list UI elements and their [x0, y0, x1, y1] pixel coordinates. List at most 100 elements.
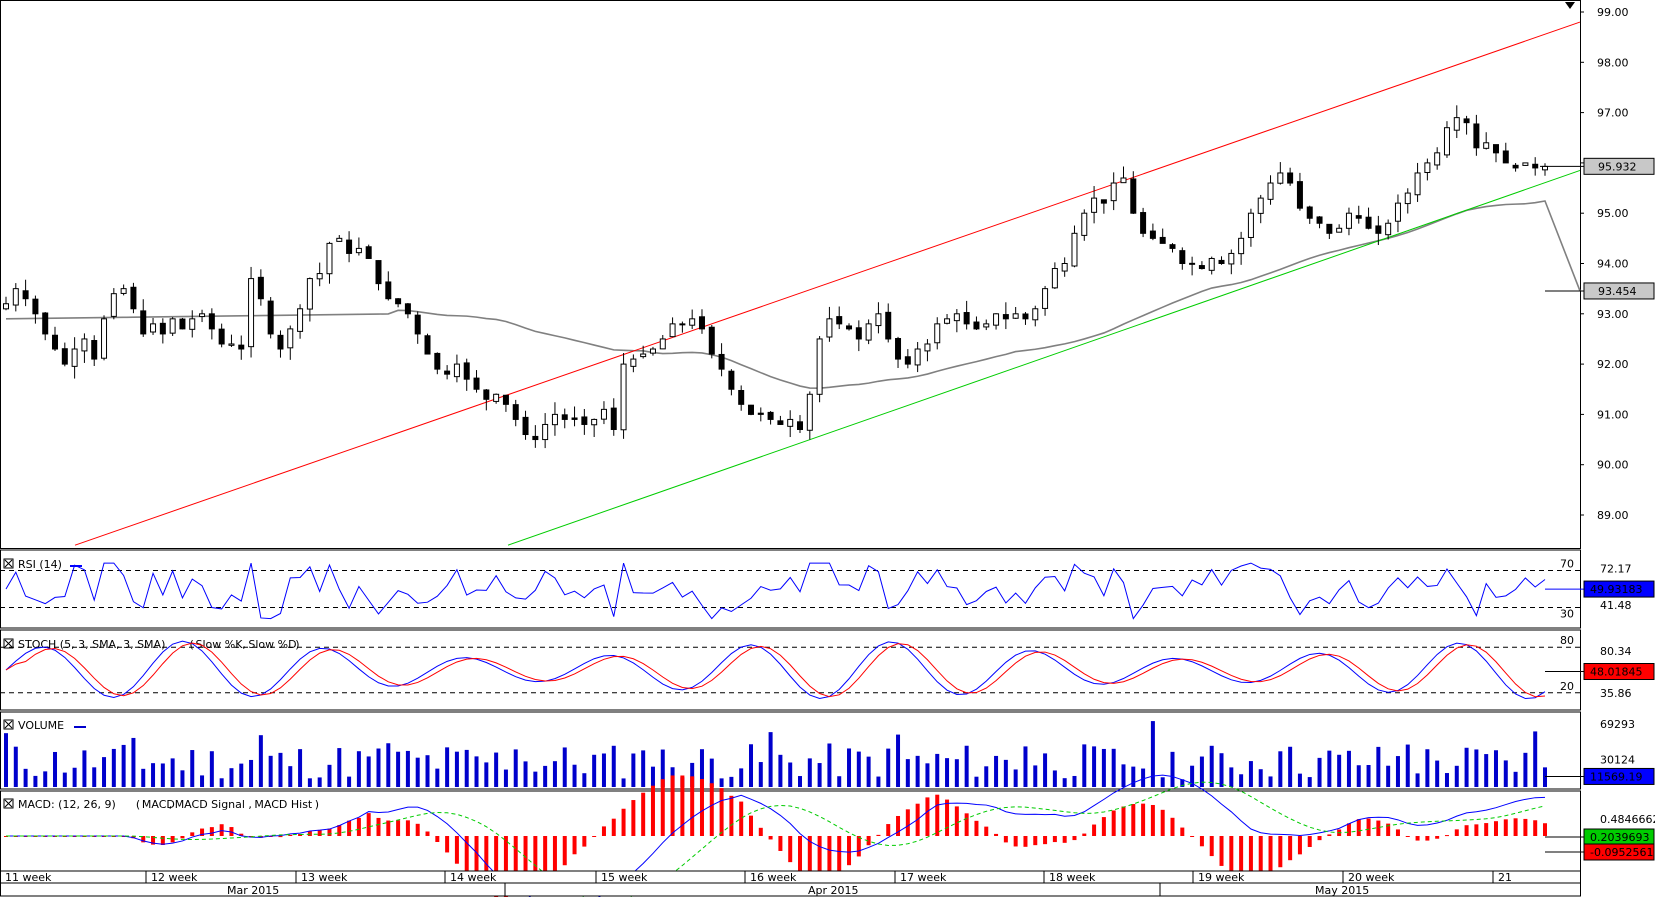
volume-bar — [1092, 746, 1097, 787]
candle-body — [326, 242, 333, 275]
trend-lines — [74, 2, 1581, 546]
candle-body — [1512, 164, 1519, 169]
macd-hist-bar — [219, 824, 224, 836]
macd-hist-bar — [1092, 824, 1097, 836]
macd-hist-bar — [1033, 836, 1038, 846]
candle-body — [1336, 227, 1343, 233]
macd-hist-bar — [1386, 823, 1391, 836]
volume-bar — [1297, 773, 1302, 787]
volume-bar — [925, 763, 930, 787]
price-axis: 99.0098.0097.0096.0095.0094.0093.0092.00… — [1580, 6, 1629, 522]
macd-hist-bar — [1454, 829, 1459, 836]
candle-body — [1414, 172, 1421, 196]
volume-bar — [1219, 753, 1224, 787]
macd-hist-bar — [748, 815, 753, 836]
volume-bar — [1425, 749, 1430, 787]
macd-hist-bar — [768, 836, 773, 840]
macd-hist-bar — [376, 817, 381, 836]
macd-hist-bar — [837, 836, 842, 873]
resistance-line — [74, 21, 1581, 546]
macd-hist-bar — [778, 836, 783, 851]
volume-bar — [1395, 756, 1400, 787]
candle-body — [718, 353, 725, 370]
macd-hist-bar — [1258, 836, 1263, 882]
support-line — [507, 169, 1581, 546]
candle-body — [61, 348, 68, 365]
panel-title: VOLUME — [18, 719, 64, 732]
legend-entry: Slow %K — [196, 638, 244, 651]
macd-hist-bar — [396, 820, 401, 836]
time-axis: 11 week 12 week 13 week 14 week 15 week 16 we… — [0, 870, 1581, 897]
candle-body — [865, 323, 872, 341]
candle-body — [1296, 181, 1303, 209]
volume-bar — [1190, 765, 1195, 787]
candle-body — [189, 318, 196, 330]
macd-hist-bar — [317, 829, 322, 836]
macd-hist-bar — [601, 826, 606, 836]
candle-body — [757, 412, 764, 415]
volume-bar — [562, 747, 567, 787]
macd-hist-bar — [141, 836, 146, 843]
volume-bar — [719, 778, 724, 787]
volume-bar — [984, 766, 989, 787]
candle-body — [1120, 177, 1127, 184]
price-tick-label: 98.00 — [1597, 56, 1629, 69]
macd-hist-bar — [1493, 821, 1498, 836]
macd-panel — [0, 790, 1581, 872]
candle-body — [1385, 222, 1392, 236]
candle-body — [179, 318, 186, 330]
candle-body — [806, 393, 813, 431]
candle-body — [355, 247, 362, 254]
candle-body — [110, 293, 117, 317]
macd-hist-bar — [1474, 824, 1479, 836]
legend-entry: MACD — [142, 798, 175, 811]
week-label: 11 week — [5, 871, 52, 884]
volume-bar — [621, 778, 626, 787]
candle-body — [669, 323, 676, 338]
volume-bar — [503, 769, 508, 787]
macd-hist-bar — [1190, 836, 1195, 837]
volume-bar — [896, 734, 901, 787]
candle-body — [1267, 182, 1274, 200]
macd-hist-bar — [827, 836, 832, 879]
macd-hist-bar — [788, 836, 793, 863]
candle-body — [130, 286, 137, 310]
candle-body — [522, 416, 529, 436]
macd-hist-bar — [170, 836, 175, 843]
macd-hist-bar — [1082, 833, 1087, 836]
candle-body — [777, 420, 784, 425]
legend-close: ) — [315, 798, 319, 811]
candle-body — [81, 338, 88, 352]
volume-bar — [1082, 744, 1087, 787]
legend-sep: , — [242, 638, 246, 651]
candle-body — [1189, 262, 1196, 265]
week-label: 13 week — [301, 871, 348, 884]
volume-bar — [1278, 751, 1283, 787]
volume-bar — [807, 758, 812, 787]
candle-body — [346, 239, 353, 254]
macd-hist-bar — [347, 820, 352, 836]
macd-hist-bar — [611, 818, 616, 836]
candle-body — [91, 340, 98, 360]
candle-body — [32, 298, 39, 315]
volume-bar — [160, 763, 165, 787]
volume-bar — [258, 735, 263, 787]
week-label: 19 week — [1198, 871, 1245, 884]
candle-body — [1394, 202, 1401, 222]
macd-hist-bar — [905, 809, 910, 836]
macd-hist-bar — [974, 820, 979, 836]
volume-bar — [611, 745, 616, 787]
week-label: 14 week — [450, 871, 497, 884]
macd-hist-bar — [1444, 835, 1449, 837]
volume-bar — [484, 762, 489, 787]
macd-hist-bar — [1464, 825, 1469, 836]
macd-hist-bar — [356, 817, 361, 836]
volume-bar — [1415, 773, 1420, 787]
volume-bar — [1052, 770, 1057, 787]
volume-bar — [631, 753, 636, 787]
macd-hist-bar — [474, 836, 479, 883]
volume-bar — [954, 759, 959, 787]
volume-bar — [1435, 760, 1440, 787]
macd-hist-bar — [1523, 818, 1528, 836]
